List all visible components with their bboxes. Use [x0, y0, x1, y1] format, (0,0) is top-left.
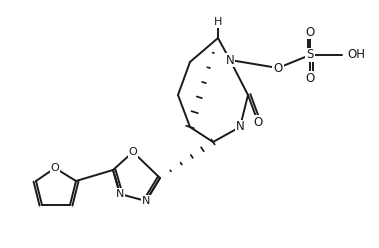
Text: O: O: [51, 163, 60, 173]
Text: N: N: [236, 121, 244, 133]
Text: N: N: [116, 189, 124, 199]
Text: N: N: [226, 54, 234, 66]
Text: O: O: [305, 26, 315, 38]
Text: O: O: [305, 71, 315, 85]
Text: H: H: [214, 17, 222, 27]
Text: O: O: [128, 147, 137, 157]
Text: S: S: [306, 49, 314, 62]
Text: N: N: [142, 196, 150, 206]
Text: O: O: [273, 62, 283, 74]
Text: O: O: [254, 116, 263, 128]
Text: OH: OH: [347, 49, 365, 62]
